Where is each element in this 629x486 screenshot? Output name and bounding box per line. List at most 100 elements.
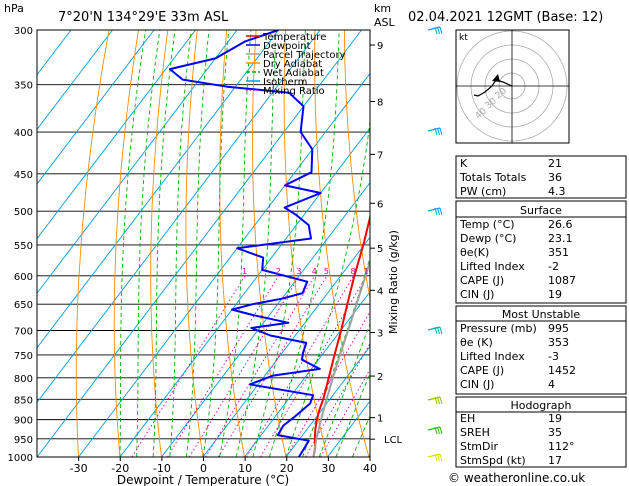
mixing-ratio-label: 20 xyxy=(406,267,416,276)
pressure-tick-label: 300 xyxy=(14,26,33,37)
isotherm-line xyxy=(37,30,155,185)
wind-barb-flag xyxy=(437,326,440,335)
wind-barb-flag xyxy=(434,207,438,216)
hodograph-unit-label: kt xyxy=(459,33,468,43)
wind-barb-flag xyxy=(437,453,440,462)
datetime-title: 02.04.2021 12GMT (Base: 12) xyxy=(408,10,603,25)
legend-label: Temperature xyxy=(262,32,326,43)
mixing-ratio-axis-label: Mixing Ratio (g/kg) xyxy=(387,230,400,334)
index-value: 35 xyxy=(548,426,562,439)
wind-barb-icon xyxy=(427,326,443,335)
skewt-axes: 3003504004505005506006507007508008509009… xyxy=(8,26,403,486)
isotherm-line xyxy=(244,291,370,457)
index-value: 4.3 xyxy=(548,185,566,198)
wet-adiabat-line xyxy=(169,30,192,457)
index-value: 17 xyxy=(548,454,562,467)
indices-table: K 21 Totals Totals 36 PW (cm) 4.3 Surface Temp … xyxy=(455,155,627,468)
index-label: θe(K) xyxy=(460,246,489,259)
km-tick-label: 9 xyxy=(377,41,383,52)
storm-motion-arrow-icon xyxy=(492,74,500,82)
wind-barb-flag xyxy=(434,426,438,435)
legend-label: Isotherm xyxy=(263,77,307,88)
isotherm-line xyxy=(285,345,370,457)
index-label: StmSpd (kt) xyxy=(460,454,526,467)
parcel-trajectory-line xyxy=(312,258,370,457)
hodograph-trace xyxy=(473,79,513,97)
wet-adiabat-line xyxy=(185,30,210,457)
mixing-ratio-label: 25 xyxy=(420,267,430,276)
dry-adiabat-line xyxy=(314,30,370,457)
copyright-text: © weatheronline.co.uk xyxy=(448,471,585,485)
hodograph-indices-box xyxy=(455,396,627,468)
legend-label: Dewpoint xyxy=(263,41,311,52)
dry-adiabat-line xyxy=(252,30,287,457)
legend-item: Dry Adiabat xyxy=(246,59,322,70)
mixing-ratio-line xyxy=(260,275,367,457)
wind-barb-icon xyxy=(427,207,443,216)
x-tick-label: -20 xyxy=(111,462,129,475)
km-tick-label: 7 xyxy=(377,150,383,161)
pressure-tick-label: 750 xyxy=(14,351,33,362)
wind-barb-flag xyxy=(439,207,443,216)
index-label: EH xyxy=(460,412,475,425)
legend-label: Parcel Trajectory xyxy=(263,50,346,61)
general-indices-box xyxy=(455,155,627,199)
km-tick-label: 1 xyxy=(377,414,383,425)
index-value: 351 xyxy=(548,246,569,259)
pressure-tick-label: 450 xyxy=(14,170,33,181)
index-label: θe (K) xyxy=(460,336,493,349)
index-label: Dewp (°C) xyxy=(460,232,516,245)
legend-item: Temperature xyxy=(246,32,326,43)
wind-barbs xyxy=(427,26,443,462)
mixing-ratio-line xyxy=(246,275,354,457)
km-tick-label: 5 xyxy=(377,244,383,255)
index-value: 4 xyxy=(548,378,555,391)
wind-barb-icon xyxy=(427,426,443,435)
index-label: Totals Totals xyxy=(459,171,527,184)
wind-barb-flag xyxy=(434,396,438,405)
mixing-ratio-label: 4 xyxy=(312,267,317,276)
km-tick-label: 4 xyxy=(377,286,383,297)
wet-adiabat-line xyxy=(268,30,340,457)
pressure-tick-label: 950 xyxy=(14,435,33,446)
wind-barb-flag xyxy=(439,396,443,405)
pressure-tick-label: 800 xyxy=(14,374,33,385)
index-value: 36 xyxy=(548,171,562,184)
dry-adiabat-line xyxy=(283,30,328,457)
wind-barb-flag xyxy=(437,207,440,216)
isotherm-line xyxy=(37,30,72,76)
wind-barb-flag xyxy=(437,396,440,405)
pressure-tick-label: 550 xyxy=(14,241,33,252)
mixing-ratio-label: 3 xyxy=(296,267,301,276)
legend-item: Mixing Ratio xyxy=(246,86,325,97)
hpa-unit-label: hPa xyxy=(4,2,24,15)
wind-barb-icon xyxy=(427,453,443,462)
pressure-tick-label: 650 xyxy=(14,300,33,311)
index-value: 23.1 xyxy=(548,232,573,245)
isotherm-line xyxy=(37,30,196,240)
dry-adiabat-line xyxy=(185,30,204,457)
index-label: Temp (°C) xyxy=(459,218,515,231)
km-tick-label: 3 xyxy=(377,329,383,340)
km-unit-label: km xyxy=(374,2,391,15)
x-tick-label: -30 xyxy=(70,462,88,475)
index-label: CIN (J) xyxy=(460,288,494,301)
mixing-ratio-line xyxy=(286,311,370,457)
asl-unit-label: ASL xyxy=(374,16,396,29)
mixing-ratio-label: 8 xyxy=(350,267,355,276)
dry-adiabat-line xyxy=(374,30,452,457)
dewpoint-line xyxy=(168,30,322,457)
mixing-ratio-line xyxy=(218,275,328,457)
x-axis-label: Dewpoint / Temperature (°C) xyxy=(117,473,289,486)
pressure-tick-label: 1000 xyxy=(8,453,33,464)
mixing-ratio-line xyxy=(131,275,246,457)
wind-barb-flag xyxy=(439,453,443,462)
legend-item: Parcel Trajectory xyxy=(246,50,346,61)
mixing-ratio-label: 5 xyxy=(324,267,329,276)
index-value: 1452 xyxy=(548,364,576,377)
wind-barb-flag xyxy=(437,426,440,435)
km-tick-label: 2 xyxy=(377,372,383,383)
wind-barb-flag xyxy=(437,26,440,35)
legend-label: Wet Adiabat xyxy=(263,68,324,79)
